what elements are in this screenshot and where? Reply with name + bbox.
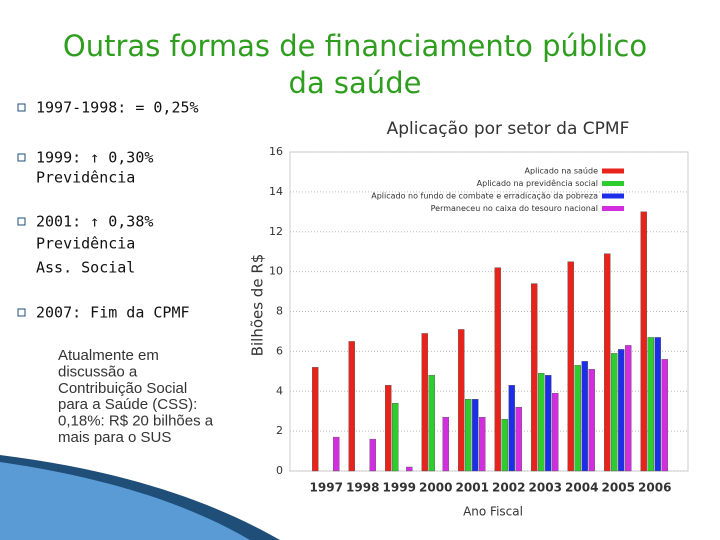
bullet-marker xyxy=(17,103,26,112)
x-tick-label: 1999 xyxy=(383,481,416,495)
bar xyxy=(501,418,508,472)
y-tick-label: 0 xyxy=(276,464,283,477)
sub-bullet-text: 0,18%: R$ 20 bilhões a xyxy=(58,413,214,430)
x-tick-label: 2006 xyxy=(638,481,671,495)
bar xyxy=(312,367,319,472)
legend-label: Aplicado no fundo de combate e erradicaç… xyxy=(371,192,598,201)
bar xyxy=(333,436,340,472)
bar xyxy=(421,333,428,472)
bar xyxy=(531,283,538,472)
legend-label: Permaneceu no caixa do tesouro nacional xyxy=(431,204,598,213)
bar xyxy=(654,337,661,472)
bar xyxy=(508,385,515,472)
x-tick-label: 2000 xyxy=(419,481,452,495)
bar xyxy=(494,267,501,472)
legend-label: Aplicado na saúde xyxy=(525,167,599,176)
bar xyxy=(618,349,625,472)
bullet-text: Ass. Social xyxy=(36,259,135,277)
y-tick-label: 8 xyxy=(276,305,283,318)
x-axis-label: Ano Fiscal xyxy=(463,505,523,519)
y-tick-label: 12 xyxy=(269,225,283,238)
y-tick-label: 2 xyxy=(276,424,283,437)
sub-bullet-text: mais para o SUS xyxy=(58,429,171,446)
bar xyxy=(348,341,355,472)
x-tick-label: 1998 xyxy=(346,481,379,495)
bar xyxy=(406,466,413,472)
chart-title: Aplicação por setor da CPMF xyxy=(387,119,630,139)
bar xyxy=(465,399,472,472)
y-tick-label: 4 xyxy=(276,384,283,397)
bullet-text: Previdência xyxy=(36,169,135,187)
bullet-text: 1999: ↑ 0,30% xyxy=(36,149,153,167)
bar xyxy=(392,403,399,472)
bar xyxy=(442,416,449,472)
y-axis-label: Bilhões de R$ xyxy=(249,254,267,357)
x-tick-label: 2005 xyxy=(602,481,635,495)
x-tick-label: 2003 xyxy=(529,481,562,495)
x-tick-label: 2004 xyxy=(565,481,598,495)
bullet-marker xyxy=(17,153,26,162)
bar xyxy=(472,399,479,472)
bar xyxy=(640,211,647,472)
legend-swatch xyxy=(602,193,624,199)
y-tick-label: 6 xyxy=(276,344,283,357)
x-tick-label: 2001 xyxy=(456,481,489,495)
legend-swatch xyxy=(602,181,624,186)
y-tick-label: 14 xyxy=(269,185,283,198)
bar xyxy=(479,416,486,472)
bar xyxy=(538,373,545,472)
x-tick-label: 2002 xyxy=(492,481,525,495)
bar xyxy=(625,345,632,472)
legend-label: Aplicado na previdência social xyxy=(477,178,598,188)
bar xyxy=(588,369,595,472)
y-tick-label: 16 xyxy=(269,145,283,158)
y-tick-label: 10 xyxy=(269,265,283,278)
slide-title: Outras formas de financiamento público xyxy=(63,29,647,63)
bar xyxy=(604,253,611,472)
bar xyxy=(545,375,552,472)
bar xyxy=(552,393,559,472)
bullet-text: 2007: Fim da CPMF xyxy=(36,304,190,322)
bar xyxy=(515,407,522,472)
legend-swatch xyxy=(602,168,624,174)
slide-title: da saúde xyxy=(289,66,422,100)
x-tick-label: 1997 xyxy=(310,481,343,495)
sub-bullet-text: Contribuição Social xyxy=(58,380,187,397)
bar xyxy=(567,261,574,472)
sub-bullet-text: para a Saúde (CSS): xyxy=(58,396,197,413)
bar xyxy=(647,337,654,472)
bar xyxy=(369,438,376,472)
bar xyxy=(385,385,392,472)
bar xyxy=(428,375,435,472)
bullet-text: Previdência xyxy=(36,235,135,253)
bar xyxy=(581,361,588,472)
sub-bullet-text: Atualmente em xyxy=(58,347,159,364)
sub-bullet-text: discussão a xyxy=(58,363,138,380)
bar xyxy=(574,365,581,472)
bullet-marker xyxy=(17,308,26,317)
bar xyxy=(458,329,465,472)
decoration-wave xyxy=(0,462,250,540)
legend-swatch xyxy=(602,206,624,211)
bar xyxy=(661,359,668,472)
bullet-text: 1997-1998: = 0,25% xyxy=(36,99,199,117)
bar xyxy=(611,353,618,472)
bullet-text: 2001: ↑ 0,38% xyxy=(36,213,153,231)
bullet-marker xyxy=(17,217,26,226)
